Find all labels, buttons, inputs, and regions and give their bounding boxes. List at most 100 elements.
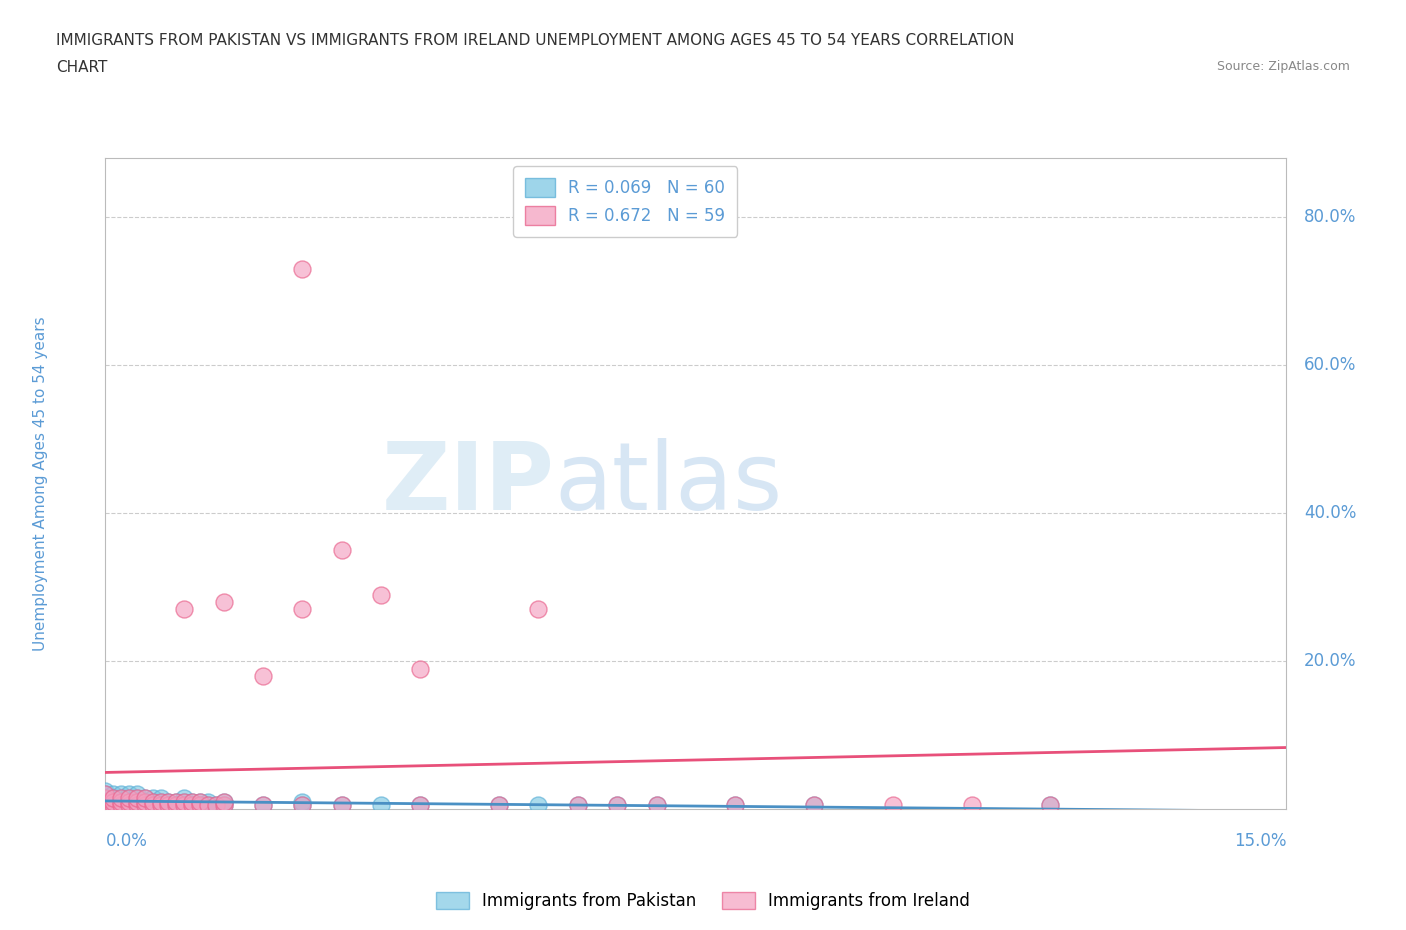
Point: [125, 790, 148, 805]
Text: ZIP: ZIP: [381, 438, 554, 529]
Point: [212, 594, 235, 609]
Point: [110, 798, 132, 813]
Point: [125, 794, 148, 809]
Point: [173, 798, 195, 813]
Point: [409, 798, 432, 813]
Point: [149, 794, 172, 809]
Point: [724, 798, 747, 813]
Point: [118, 798, 141, 813]
Point: [165, 798, 187, 813]
Point: [118, 787, 141, 802]
Point: [125, 787, 148, 802]
Point: [118, 790, 141, 805]
Point: [149, 798, 172, 813]
Point: [118, 794, 141, 809]
Point: [110, 790, 132, 805]
Text: 15.0%: 15.0%: [1234, 832, 1286, 850]
Point: [409, 661, 432, 676]
Point: [803, 798, 825, 813]
Point: [103, 790, 125, 805]
Point: [724, 798, 747, 813]
Text: 80.0%: 80.0%: [1305, 208, 1357, 226]
Point: [188, 798, 211, 813]
Point: [181, 798, 204, 813]
Legend: Immigrants from Pakistan, Immigrants from Ireland: Immigrants from Pakistan, Immigrants fro…: [429, 885, 977, 917]
Point: [110, 794, 132, 809]
Point: [94, 790, 117, 805]
Point: [118, 790, 141, 805]
Point: [252, 798, 274, 813]
Point: [330, 543, 353, 558]
Point: [125, 798, 148, 813]
Text: CHART: CHART: [56, 60, 108, 75]
Point: [488, 798, 510, 813]
Point: [181, 798, 204, 813]
Point: [142, 798, 165, 813]
Point: [252, 798, 274, 813]
Text: Source: ZipAtlas.com: Source: ZipAtlas.com: [1216, 60, 1350, 73]
Point: [173, 602, 195, 617]
Point: [149, 794, 172, 809]
Point: [527, 798, 550, 813]
Point: [134, 790, 156, 805]
Point: [1039, 798, 1062, 813]
Point: [94, 798, 117, 813]
Point: [103, 787, 125, 802]
Point: [370, 798, 392, 813]
Text: Unemployment Among Ages 45 to 54 years: Unemployment Among Ages 45 to 54 years: [32, 316, 48, 651]
Point: [960, 798, 983, 813]
Point: [134, 790, 156, 805]
Point: [125, 794, 148, 809]
Point: [173, 798, 195, 813]
Point: [157, 798, 180, 813]
Point: [212, 794, 235, 809]
Point: [94, 790, 117, 805]
Point: [149, 798, 172, 813]
Point: [142, 794, 165, 809]
Point: [165, 794, 187, 809]
Legend: R = 0.069   N = 60, R = 0.672   N = 59: R = 0.069 N = 60, R = 0.672 N = 59: [513, 166, 737, 236]
Point: [212, 794, 235, 809]
Point: [103, 798, 125, 813]
Point: [291, 261, 314, 276]
Point: [181, 794, 204, 809]
Point: [103, 794, 125, 809]
Point: [110, 787, 132, 802]
Point: [134, 794, 156, 809]
Point: [157, 794, 180, 809]
Point: [94, 798, 117, 813]
Text: atlas: atlas: [554, 438, 783, 529]
Point: [645, 798, 668, 813]
Point: [197, 798, 219, 813]
Point: [204, 798, 226, 813]
Point: [291, 602, 314, 617]
Point: [212, 798, 235, 813]
Point: [291, 798, 314, 813]
Point: [882, 798, 904, 813]
Text: 40.0%: 40.0%: [1305, 504, 1357, 522]
Point: [94, 783, 117, 798]
Point: [181, 794, 204, 809]
Text: IMMIGRANTS FROM PAKISTAN VS IMMIGRANTS FROM IRELAND UNEMPLOYMENT AMONG AGES 45 T: IMMIGRANTS FROM PAKISTAN VS IMMIGRANTS F…: [56, 33, 1015, 47]
Point: [197, 798, 219, 813]
Point: [645, 798, 668, 813]
Point: [125, 798, 148, 813]
Point: [157, 798, 180, 813]
Point: [165, 794, 187, 809]
Point: [606, 798, 628, 813]
Point: [173, 794, 195, 809]
Point: [488, 798, 510, 813]
Point: [188, 794, 211, 809]
Point: [204, 798, 226, 813]
Text: 0.0%: 0.0%: [105, 832, 148, 850]
Point: [330, 798, 353, 813]
Point: [94, 794, 117, 809]
Point: [94, 787, 117, 802]
Point: [567, 798, 589, 813]
Point: [291, 798, 314, 813]
Point: [188, 794, 211, 809]
Point: [142, 794, 165, 809]
Point: [142, 790, 165, 805]
Text: 60.0%: 60.0%: [1305, 356, 1357, 374]
Point: [94, 787, 117, 802]
